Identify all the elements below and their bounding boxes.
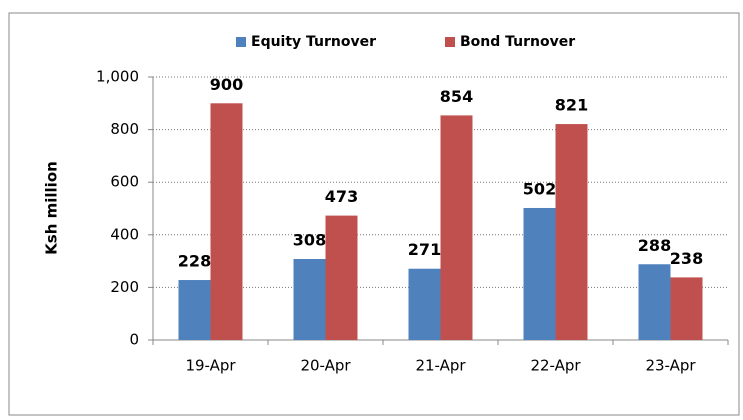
x-tick-label: 22-Apr [530, 357, 581, 375]
data-label: 228 [178, 252, 211, 271]
bar [325, 215, 358, 340]
data-label: 900 [210, 75, 243, 94]
bar [523, 207, 556, 340]
y-tick-label: 800 [110, 120, 139, 138]
x-tick-label: 23-Apr [645, 357, 696, 375]
bar [440, 115, 473, 340]
data-label: 238 [670, 249, 703, 268]
bar [555, 124, 588, 341]
chart-border [8, 12, 740, 416]
data-label: 271 [408, 240, 441, 259]
y-tick-label: 0 [129, 331, 139, 349]
bar [670, 277, 703, 340]
data-label: 502 [523, 179, 556, 198]
data-label: 308 [293, 230, 326, 249]
y-tick-label: 200 [110, 278, 139, 296]
legend-label: Equity Turnover [251, 34, 376, 50]
data-label: 821 [555, 96, 588, 115]
legend-swatch [445, 37, 455, 47]
y-tick-label: 400 [110, 225, 139, 243]
data-label: 473 [325, 187, 358, 206]
bar [408, 268, 441, 340]
bar [178, 280, 211, 340]
x-tick-label: 20-Apr [300, 357, 351, 375]
data-label: 288 [638, 236, 671, 255]
bar [638, 264, 671, 340]
data-label: 854 [440, 87, 473, 106]
y-tick-label: 1,000 [96, 68, 139, 86]
x-tick-label: 19-Apr [185, 357, 236, 375]
x-tick-label: 21-Apr [415, 357, 466, 375]
bar [210, 103, 243, 340]
bar [293, 258, 326, 340]
y-axis-label: Ksh million [43, 161, 61, 255]
legend-swatch [236, 37, 246, 47]
y-tick-label: 600 [110, 173, 139, 191]
legend-label: Bond Turnover [460, 34, 575, 50]
